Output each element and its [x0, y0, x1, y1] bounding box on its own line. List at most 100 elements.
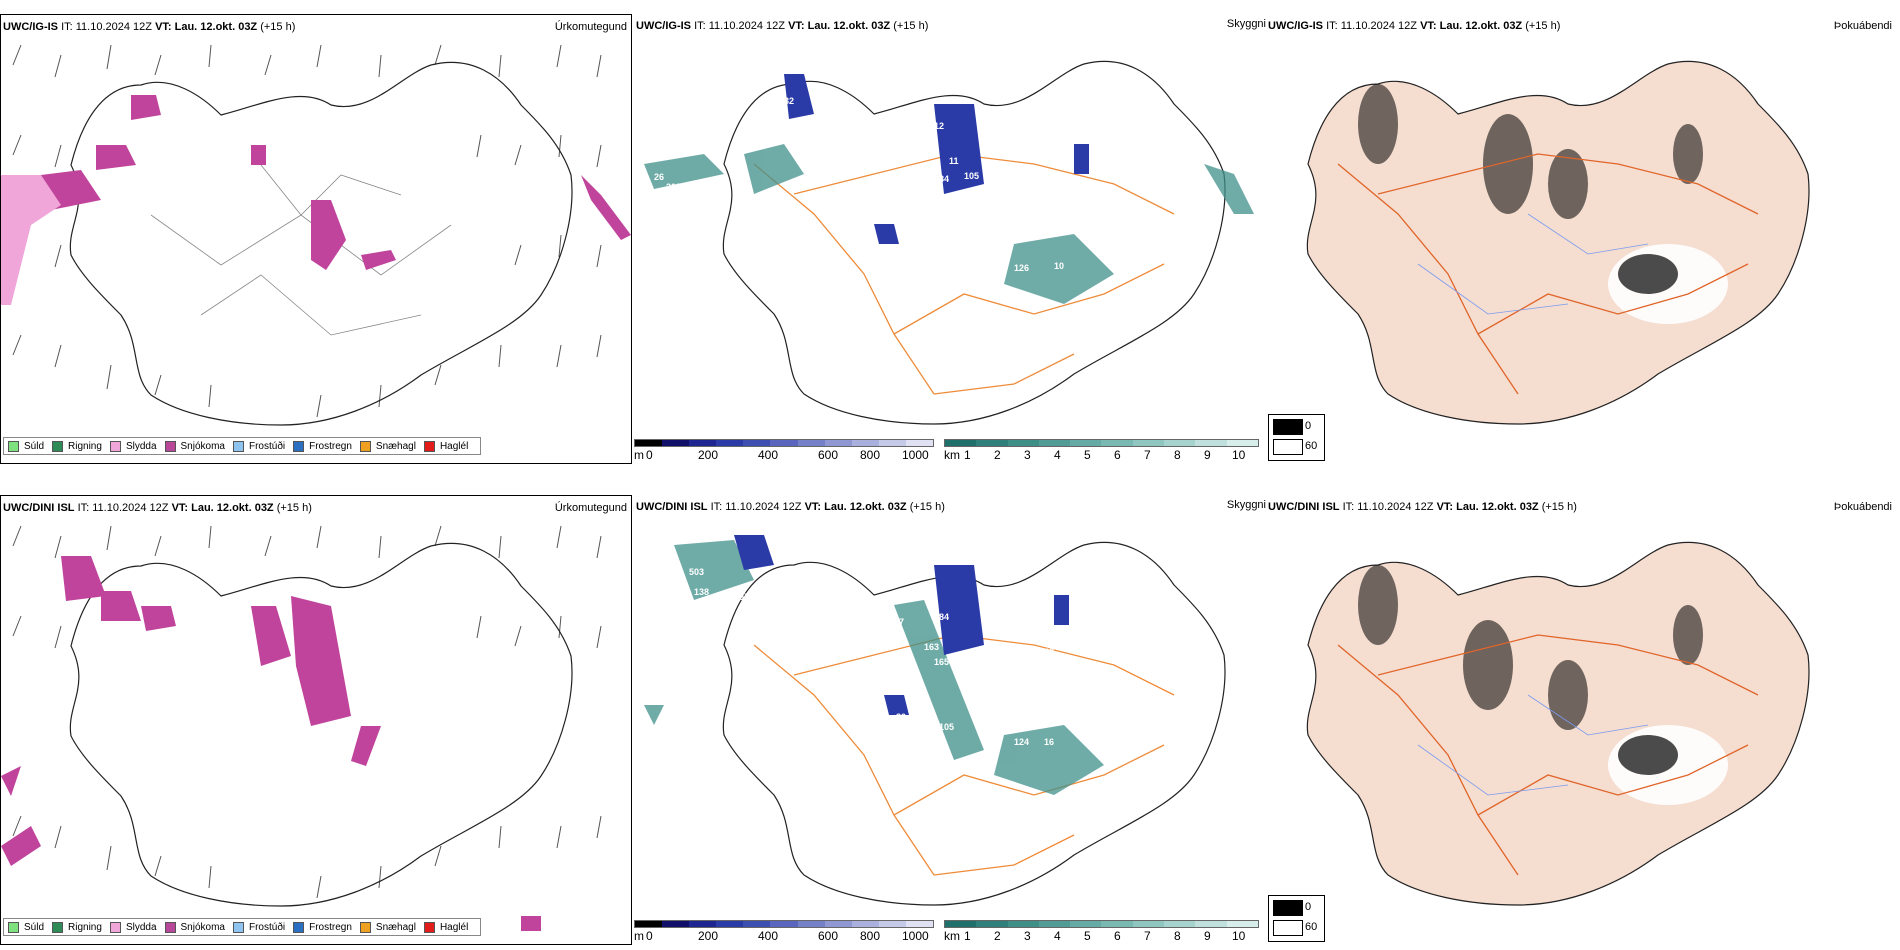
ceiling-colorbar-bottom — [634, 920, 934, 928]
svg-text:94: 94 — [1054, 171, 1064, 181]
ceiling-labels: 503 138 707 337 84 163 165 30 105 29 124… — [689, 567, 1109, 747]
svg-text:84: 84 — [939, 612, 949, 622]
fog-map-bottom — [1306, 541, 1810, 906]
svg-text:188: 188 — [944, 246, 959, 256]
fog-legend-top: 0 60 — [1268, 414, 1325, 461]
legend-item: Rigning — [52, 921, 102, 933]
precip-legend-bottom: Súld Rigning Slydda Snjókoma Frostúði Fr… — [3, 918, 482, 936]
ceiling-areas — [734, 535, 1069, 715]
precip-type-label-bottom: Úrkomutegund — [554, 502, 627, 514]
precip-map-bottom — [1, 525, 602, 931]
visibility-tick: 6 — [1114, 929, 1121, 943]
visibility-tick: 9 — [1204, 448, 1211, 462]
precip-panel-bottom: UWC/DINI ISL IT: 11.10.2024 12Z VT: Lau.… — [0, 495, 632, 945]
visibility-tick: 3 — [1024, 929, 1031, 943]
visibility-tick: 2 — [994, 929, 1001, 943]
svg-text:18: 18 — [1099, 632, 1109, 642]
legend-item: Frostregn — [293, 921, 352, 933]
precip-type-label-top: Úrkomutegund — [554, 21, 627, 33]
legend-item: Frostúði — [232, 440, 285, 452]
precip-map-top — [1, 44, 631, 426]
visibility-tick: 7 — [1144, 448, 1151, 462]
fog-shading — [1358, 565, 1703, 730]
fog-panel-bottom: UWC/DINI ISL IT: 11.10.2024 12Z VT: Lau.… — [1268, 495, 1900, 945]
visibility-tick: 9 — [1204, 929, 1211, 943]
legend-item: Snjókoma — [164, 921, 225, 933]
svg-text:86: 86 — [1054, 211, 1064, 221]
precip-title-top: UWC/IG-IS IT: 11.10.2024 12Z VT: Lau. 12… — [3, 21, 296, 33]
fog-map-top — [1306, 60, 1810, 425]
ceiling-labels: 26 208 32 12 11 84 105 28 260 16 188 20 … — [654, 96, 1124, 276]
fog-legend-bottom: 0 60 — [1268, 895, 1325, 942]
visibility-tick: 5 — [1084, 929, 1091, 943]
visibility-tick: 7 — [1144, 929, 1151, 943]
visibility-label-bottom: Skyggni — [1226, 499, 1266, 511]
svg-text:10: 10 — [1054, 261, 1064, 271]
svg-text:29: 29 — [984, 727, 994, 737]
visibility-tick: 10 — [1232, 448, 1246, 462]
ceiling-tick: 1000 — [902, 448, 929, 462]
svg-text:127: 127 — [1099, 156, 1114, 166]
visibility-unit: km — [944, 448, 960, 462]
svg-text:32: 32 — [784, 96, 794, 106]
visibility-colorbar-top — [944, 439, 1259, 447]
visibility-tick: 10 — [1232, 929, 1246, 943]
svg-text:16: 16 — [974, 211, 984, 221]
visibility-tick: 2 — [994, 448, 1001, 462]
svg-text:11: 11 — [949, 156, 959, 166]
svg-text:165: 165 — [934, 657, 949, 667]
cloud-panel-top: 26 208 32 12 11 84 105 28 260 16 188 20 … — [634, 14, 1268, 464]
legend-item: Snæhagl — [359, 921, 416, 933]
ceiling-tick: 400 — [758, 448, 779, 462]
wind-barbs — [12, 525, 602, 899]
visibility-tick: 6 — [1114, 448, 1121, 462]
cloud-panel-bottom: 503 138 707 337 84 163 165 30 105 29 124… — [634, 495, 1268, 945]
ceiling-tick: 800 — [860, 448, 881, 462]
svg-text:12: 12 — [934, 121, 944, 131]
svg-text:28: 28 — [919, 191, 929, 201]
svg-text:48: 48 — [1044, 647, 1054, 657]
snow-areas-bottom — [1, 556, 541, 931]
svg-text:260: 260 — [924, 206, 939, 216]
visibility-tick: 1 — [964, 929, 971, 943]
fog-title-bottom: UWC/DINI ISL IT: 11.10.2024 12Z VT: Lau.… — [1268, 501, 1577, 513]
cloud-map-bottom: 503 138 707 337 84 163 165 30 105 29 124… — [644, 535, 1226, 906]
ceiling-tick: 800 — [860, 929, 881, 943]
svg-text:16: 16 — [1044, 737, 1054, 747]
legend-item: Súld — [8, 440, 44, 452]
legend-item: Slydda — [109, 921, 157, 933]
visibility-tick: 8 — [1174, 929, 1181, 943]
svg-text:124: 124 — [1014, 737, 1029, 747]
ceiling-colorbar-top — [634, 439, 934, 447]
svg-text:26: 26 — [654, 172, 664, 182]
svg-text:17: 17 — [1114, 266, 1124, 276]
svg-text:138: 138 — [694, 587, 709, 597]
legend-item: Rigning — [52, 440, 102, 452]
legend-item: Snjókoma — [164, 440, 225, 452]
legend-item: Haglél — [423, 440, 468, 452]
legend-item: Snæhagl — [359, 440, 416, 452]
legend-item: Súld — [8, 921, 44, 933]
precip-legend-top: Súld Rigning Slydda Snjókoma Frostúði Fr… — [3, 437, 482, 455]
visibility-tick: 5 — [1084, 448, 1091, 462]
precip-title-bottom: UWC/DINI ISL IT: 11.10.2024 12Z VT: Lau.… — [3, 502, 312, 514]
visibility-tick: 4 — [1054, 929, 1061, 943]
visibility-unit: km — [944, 929, 960, 943]
snow-areas-top — [41, 95, 631, 270]
legend-item: Frostúði — [232, 921, 285, 933]
visibility-colorbar-bottom — [944, 920, 1259, 928]
legend-item: Haglél — [423, 921, 468, 933]
ceiling-tick: 200 — [698, 929, 719, 943]
visibility-tick: 8 — [1174, 448, 1181, 462]
precip-panel-top: UWC/IG-IS IT: 11.10.2024 12Z VT: Lau. 12… — [0, 14, 632, 464]
fog-panel-top: UWC/IG-IS IT: 11.10.2024 12Z VT: Lau. 12… — [1268, 14, 1900, 464]
visibility-areas — [644, 540, 1104, 795]
svg-text:15: 15 — [1094, 617, 1104, 627]
svg-text:503: 503 — [689, 567, 704, 577]
cloud-title-top: UWC/IG-IS IT: 11.10.2024 12Z VT: Lau. 12… — [636, 20, 929, 32]
fog-shading — [1358, 84, 1703, 219]
ceiling-unit: m — [634, 929, 644, 943]
fog-title-top: UWC/IG-IS IT: 11.10.2024 12Z VT: Lau. 12… — [1268, 20, 1561, 32]
ceiling-tick: 200 — [698, 448, 719, 462]
ceiling-tick: 600 — [818, 929, 839, 943]
